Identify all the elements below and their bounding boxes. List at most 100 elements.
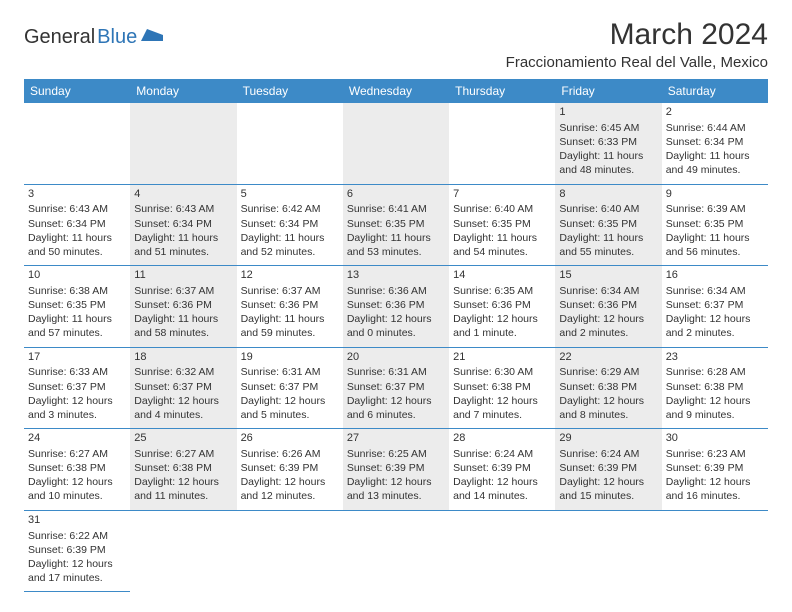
day-info-line: Sunset: 6:34 PM — [28, 217, 126, 231]
day-info-line: Sunset: 6:35 PM — [453, 217, 551, 231]
day-number: 13 — [347, 268, 445, 283]
day-info-line: Sunrise: 6:35 AM — [453, 284, 551, 298]
day-info-line: Sunset: 6:37 PM — [666, 298, 764, 312]
calendar-cell: 19Sunrise: 6:31 AMSunset: 6:37 PMDayligh… — [237, 348, 343, 429]
day-info-line: Sunrise: 6:45 AM — [559, 121, 657, 135]
calendar-cell: 21Sunrise: 6:30 AMSunset: 6:38 PMDayligh… — [449, 348, 555, 429]
day-info-line: Daylight: 12 hours and 1 minute. — [453, 312, 551, 340]
calendar-cell: 25Sunrise: 6:27 AMSunset: 6:38 PMDayligh… — [130, 429, 236, 510]
day-info-line: Daylight: 12 hours and 8 minutes. — [559, 394, 657, 422]
calendar-cell: 4Sunrise: 6:43 AMSunset: 6:34 PMDaylight… — [130, 185, 236, 266]
day-number: 30 — [666, 431, 764, 446]
logo-flag-icon — [141, 26, 167, 49]
day-info-line: Daylight: 12 hours and 3 minutes. — [28, 394, 126, 422]
day-info-line: Daylight: 11 hours and 58 minutes. — [134, 312, 232, 340]
calendar-cell: 13Sunrise: 6:36 AMSunset: 6:36 PMDayligh… — [343, 266, 449, 347]
day-info-line: Sunrise: 6:30 AM — [453, 365, 551, 379]
day-header-cell: Tuesday — [237, 79, 343, 103]
day-info-line: Daylight: 11 hours and 54 minutes. — [453, 231, 551, 259]
calendar-cell: 24Sunrise: 6:27 AMSunset: 6:38 PMDayligh… — [24, 429, 130, 510]
day-info-line: Sunset: 6:33 PM — [559, 135, 657, 149]
day-number: 20 — [347, 350, 445, 365]
day-info-line: Sunrise: 6:37 AM — [241, 284, 339, 298]
calendar-cell — [449, 103, 555, 184]
day-number: 23 — [666, 350, 764, 365]
day-info-line: Daylight: 11 hours and 51 minutes. — [134, 231, 232, 259]
calendar-cell: 11Sunrise: 6:37 AMSunset: 6:36 PMDayligh… — [130, 266, 236, 347]
day-info-line: Sunrise: 6:43 AM — [28, 202, 126, 216]
day-info-line: Sunrise: 6:24 AM — [559, 447, 657, 461]
day-info-line: Sunset: 6:36 PM — [453, 298, 551, 312]
calendar-cell: 5Sunrise: 6:42 AMSunset: 6:34 PMDaylight… — [237, 185, 343, 266]
calendar-week: 24Sunrise: 6:27 AMSunset: 6:38 PMDayligh… — [24, 429, 768, 511]
calendar-cell: 20Sunrise: 6:31 AMSunset: 6:37 PMDayligh… — [343, 348, 449, 429]
day-header-cell: Friday — [555, 79, 661, 103]
day-info-line: Sunset: 6:35 PM — [666, 217, 764, 231]
day-info-line: Sunset: 6:34 PM — [134, 217, 232, 231]
day-info-line: Sunrise: 6:28 AM — [666, 365, 764, 379]
calendar-cell: 29Sunrise: 6:24 AMSunset: 6:39 PMDayligh… — [555, 429, 661, 510]
calendar-cell — [343, 103, 449, 184]
day-info-line: Sunset: 6:38 PM — [28, 461, 126, 475]
day-info-line: Sunset: 6:35 PM — [28, 298, 126, 312]
day-info-line: Daylight: 12 hours and 7 minutes. — [453, 394, 551, 422]
day-info-line: Sunrise: 6:40 AM — [453, 202, 551, 216]
day-info-line: Daylight: 12 hours and 11 minutes. — [134, 475, 232, 503]
day-info-line: Sunrise: 6:22 AM — [28, 529, 126, 543]
day-header-cell: Thursday — [449, 79, 555, 103]
calendar-cell — [24, 103, 130, 184]
day-number: 19 — [241, 350, 339, 365]
day-number: 21 — [453, 350, 551, 365]
calendar-week: 1Sunrise: 6:45 AMSunset: 6:33 PMDaylight… — [24, 103, 768, 185]
day-info-line: Daylight: 11 hours and 55 minutes. — [559, 231, 657, 259]
day-number: 14 — [453, 268, 551, 283]
day-number: 7 — [453, 187, 551, 202]
day-info-line: Daylight: 12 hours and 5 minutes. — [241, 394, 339, 422]
day-info-line: Sunset: 6:36 PM — [559, 298, 657, 312]
day-info-line: Daylight: 12 hours and 2 minutes. — [559, 312, 657, 340]
calendar-cell: 10Sunrise: 6:38 AMSunset: 6:35 PMDayligh… — [24, 266, 130, 347]
day-number: 26 — [241, 431, 339, 446]
calendar-cell — [237, 103, 343, 184]
day-info-line: Daylight: 11 hours and 48 minutes. — [559, 149, 657, 177]
day-info-line: Daylight: 11 hours and 57 minutes. — [28, 312, 126, 340]
day-header-cell: Saturday — [662, 79, 768, 103]
day-info-line: Sunrise: 6:32 AM — [134, 365, 232, 379]
calendar-cell — [130, 103, 236, 184]
calendar-week: 17Sunrise: 6:33 AMSunset: 6:37 PMDayligh… — [24, 348, 768, 430]
day-info-line: Sunset: 6:35 PM — [559, 217, 657, 231]
calendar-week: 3Sunrise: 6:43 AMSunset: 6:34 PMDaylight… — [24, 185, 768, 267]
day-info-line: Sunset: 6:36 PM — [134, 298, 232, 312]
calendar-cell: 30Sunrise: 6:23 AMSunset: 6:39 PMDayligh… — [662, 429, 768, 510]
day-info-line: Daylight: 11 hours and 53 minutes. — [347, 231, 445, 259]
day-info-line: Sunset: 6:34 PM — [666, 135, 764, 149]
day-info-line: Daylight: 12 hours and 15 minutes. — [559, 475, 657, 503]
calendar-week: 10Sunrise: 6:38 AMSunset: 6:35 PMDayligh… — [24, 266, 768, 348]
day-number: 4 — [134, 187, 232, 202]
calendar-cell: 12Sunrise: 6:37 AMSunset: 6:36 PMDayligh… — [237, 266, 343, 347]
day-header-cell: Monday — [130, 79, 236, 103]
calendar-cell: 23Sunrise: 6:28 AMSunset: 6:38 PMDayligh… — [662, 348, 768, 429]
header: GeneralBlue March 2024 Fraccionamiento R… — [24, 18, 768, 71]
day-number: 31 — [28, 513, 126, 528]
calendar-cell: 31Sunrise: 6:22 AMSunset: 6:39 PMDayligh… — [24, 511, 130, 593]
calendar-cell: 7Sunrise: 6:40 AMSunset: 6:35 PMDaylight… — [449, 185, 555, 266]
title-block: March 2024 Fraccionamiento Real del Vall… — [506, 18, 768, 71]
calendar-body: 1Sunrise: 6:45 AMSunset: 6:33 PMDaylight… — [24, 103, 768, 592]
day-info-line: Sunset: 6:37 PM — [134, 380, 232, 394]
calendar-cell: 9Sunrise: 6:39 AMSunset: 6:35 PMDaylight… — [662, 185, 768, 266]
calendar-cell: 16Sunrise: 6:34 AMSunset: 6:37 PMDayligh… — [662, 266, 768, 347]
day-header-cell: Wednesday — [343, 79, 449, 103]
day-info-line: Sunset: 6:36 PM — [241, 298, 339, 312]
day-info-line: Sunset: 6:37 PM — [347, 380, 445, 394]
location: Fraccionamiento Real del Valle, Mexico — [506, 54, 768, 71]
day-number: 15 — [559, 268, 657, 283]
day-number: 10 — [28, 268, 126, 283]
day-number: 22 — [559, 350, 657, 365]
day-info-line: Sunrise: 6:27 AM — [28, 447, 126, 461]
day-info-line: Sunset: 6:34 PM — [241, 217, 339, 231]
day-info-line: Sunrise: 6:31 AM — [241, 365, 339, 379]
day-info-line: Sunrise: 6:34 AM — [559, 284, 657, 298]
day-info-line: Sunrise: 6:23 AM — [666, 447, 764, 461]
day-info-line: Daylight: 11 hours and 59 minutes. — [241, 312, 339, 340]
